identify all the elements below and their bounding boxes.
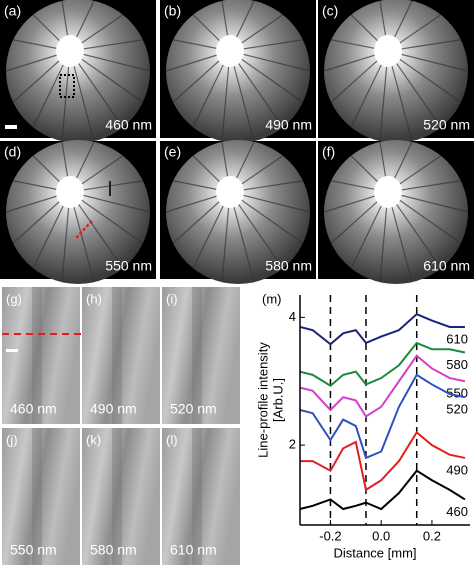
vessel	[229, 50, 304, 103]
panel-label: (c)	[322, 3, 338, 19]
vessel-shadow	[112, 428, 122, 565]
fundus	[166, 140, 310, 284]
vessel-shadow	[32, 287, 42, 424]
panel-label: (g)	[6, 291, 22, 306]
optic-disc	[216, 35, 244, 67]
scale-bar	[5, 125, 17, 129]
wavelength-label: 550 nm	[10, 542, 57, 558]
x-tick-label: 0.0	[372, 528, 390, 543]
x-tick-label: -0.2	[319, 528, 341, 543]
vessel	[229, 191, 284, 269]
fundus	[324, 140, 468, 284]
wavelength-label: 490 nm	[90, 401, 137, 417]
vessel	[387, 50, 442, 128]
fundus-images: (a) 460 nm (b) 490 nm (c) 520 nm (d) 550 nm (e) 5…	[0, 0, 474, 284]
wavelength-label: 520 nm	[170, 401, 217, 417]
zoom-image	[162, 428, 240, 565]
panel-label: (e)	[164, 144, 181, 160]
zoom-images: (g) 460 nm (h) 490 nm (i) 520 nm (j) 550 nm (k) 5…	[2, 287, 240, 565]
wavelength-label: 460 nm	[105, 117, 152, 133]
vessel-shadow	[112, 287, 122, 424]
fundus	[324, 0, 468, 143]
panel-label: (k)	[86, 432, 101, 447]
series-line	[300, 430, 466, 492]
vessel	[387, 191, 442, 269]
zoom-image	[2, 428, 80, 565]
optic-disc	[374, 176, 402, 208]
wavelength-label: 460 nm	[10, 401, 57, 417]
panel-label: (b)	[164, 3, 181, 19]
y-axis-label: Line-profile intensity	[255, 342, 270, 458]
series-label: 490	[446, 462, 468, 477]
fundus	[6, 0, 150, 143]
roi-box	[59, 74, 75, 98]
series-label: 580	[446, 357, 468, 372]
fundus	[6, 140, 150, 284]
wavelength-label: 490 nm	[265, 117, 312, 133]
vessel	[387, 50, 462, 103]
panel-label: (i)	[166, 291, 178, 306]
profile-line	[75, 220, 93, 239]
vessel-shadow	[32, 428, 42, 565]
series-line	[299, 373, 466, 460]
panel-label: (h)	[86, 291, 102, 306]
zoom-image	[82, 428, 160, 565]
zoom-image	[2, 287, 80, 424]
wavelength-label: 520 nm	[423, 117, 470, 133]
series-line	[299, 341, 466, 387]
x-tick-label: 0.2	[423, 528, 441, 543]
scale-bar	[6, 349, 18, 352]
wavelength-label: 610 nm	[423, 258, 470, 274]
vessel	[69, 191, 124, 269]
wavelength-label: 550 nm	[105, 258, 152, 274]
zoom-image	[162, 287, 240, 424]
x-axis-label: Distance [mm]	[333, 545, 416, 560]
series-line	[299, 469, 466, 511]
panel-label: (d)	[4, 144, 21, 160]
series-label: 520	[446, 402, 468, 417]
series-line	[299, 354, 466, 418]
panel-label: (j)	[6, 432, 18, 447]
series-label: 610	[446, 331, 468, 346]
panel-label: (l)	[166, 432, 178, 447]
panel-label: (m)	[262, 291, 282, 306]
vessel	[229, 191, 304, 244]
y-tick-label: 2	[289, 437, 296, 452]
panel-label: (f)	[322, 144, 335, 160]
wavelength-label: 610 nm	[170, 542, 217, 558]
zoom-image	[82, 287, 160, 424]
y-axis-label: [Arb.U.]	[270, 378, 285, 422]
vessel	[69, 50, 144, 103]
fundus	[166, 0, 310, 143]
vessel-shadow	[192, 428, 202, 565]
vessel	[69, 50, 124, 128]
optic-disc	[374, 35, 402, 67]
wavelength-label: 580 nm	[265, 258, 312, 274]
optic-disc	[216, 176, 244, 208]
vessel	[387, 191, 462, 244]
optic-disc	[56, 176, 84, 208]
series-line	[299, 312, 465, 346]
wavelength-label: 580 nm	[90, 542, 137, 558]
vessel	[69, 191, 144, 244]
optic-disc	[56, 35, 84, 67]
vessel-shadow	[192, 287, 202, 424]
series-label: 460	[446, 504, 468, 519]
panel-label: (a)	[4, 3, 21, 19]
y-tick-label: 4	[289, 309, 296, 324]
vessel	[229, 50, 284, 128]
